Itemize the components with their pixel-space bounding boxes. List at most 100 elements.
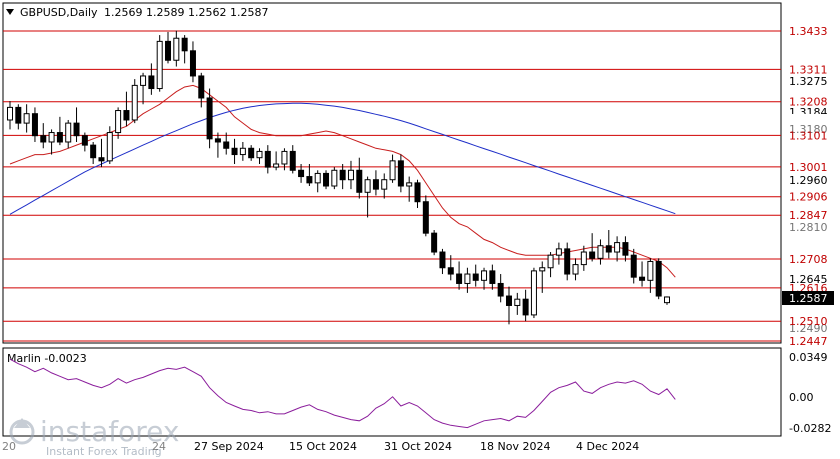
candle-body (31, 113, 38, 137)
date-label-partial-left: 20 (2, 440, 16, 453)
candle (7, 101, 13, 130)
candle-body (223, 141, 230, 149)
candle (123, 91, 130, 127)
candle (65, 119, 72, 149)
candle-body (98, 157, 105, 162)
candle-body (605, 245, 612, 253)
candlesticks (7, 30, 670, 325)
candle-body (489, 270, 496, 284)
level-label: 1.3101 (789, 129, 828, 142)
candle-body (165, 40, 172, 61)
level-label: 1.2708 (789, 253, 828, 266)
candle (622, 236, 629, 262)
marlin-line (9, 358, 676, 429)
candle (331, 167, 338, 190)
chart-ohlc: 1.2569 1.2589 1.2562 1.2587 (104, 6, 268, 19)
candle (497, 274, 504, 303)
candle-body (90, 144, 97, 159)
candle-body (597, 245, 604, 259)
candle (589, 233, 596, 262)
candle-body (15, 106, 22, 124)
candle-body (614, 242, 621, 253)
candle-body (48, 132, 55, 143)
watermark-brand: instaforex (40, 415, 179, 448)
candle (298, 163, 305, 183)
candle-body (347, 169, 354, 181)
candle-body (406, 182, 413, 187)
candle-body (148, 75, 155, 90)
candle (597, 239, 604, 265)
candle (464, 267, 471, 293)
candle (630, 248, 637, 284)
candle-body (73, 122, 80, 137)
indicator-tick-label: 0.00 (789, 391, 814, 404)
candle (90, 141, 97, 164)
candle-body (447, 267, 454, 275)
level-label: 1.3208 (789, 96, 828, 109)
candle-body (539, 267, 546, 272)
candle-body (198, 75, 205, 99)
candle (505, 286, 512, 325)
candle (173, 30, 180, 67)
candle-body (439, 251, 446, 269)
candle (15, 104, 22, 130)
candle-body (530, 270, 537, 316)
candle-body (389, 160, 396, 181)
candle-body (372, 179, 379, 190)
candle (655, 258, 662, 300)
candle-body (564, 248, 571, 275)
candle (223, 132, 230, 155)
candle (456, 261, 463, 290)
candle-body (464, 273, 471, 284)
level-label: 1.3433 (789, 25, 828, 38)
candle-body (639, 276, 646, 281)
candle (106, 126, 113, 164)
candle (198, 72, 205, 108)
candle-body (231, 147, 238, 156)
candle-body (65, 122, 72, 143)
date-axis: 27 Sep 2024 15 Oct 2024 31 Oct 2024 18 N… (194, 440, 639, 453)
candle-body (56, 132, 63, 143)
candle (555, 242, 562, 265)
candle-body (431, 232, 438, 253)
candle-body (364, 179, 371, 193)
candle (647, 258, 654, 293)
price-tick-label: 1.2960 (789, 174, 828, 187)
candle-body (356, 169, 363, 193)
candle-body (422, 201, 429, 234)
candle (23, 104, 30, 133)
triangle-down-icon[interactable] (6, 9, 14, 15)
candle (530, 267, 537, 319)
candle-body (572, 264, 579, 275)
candle (148, 63, 155, 95)
candle (306, 163, 313, 186)
candle-body (256, 150, 263, 159)
candle (73, 107, 80, 142)
candle-body (630, 254, 637, 278)
candle (664, 296, 670, 305)
candle (256, 148, 263, 164)
candle-body (181, 37, 188, 52)
date-label: 15 Oct 2024 (289, 440, 357, 453)
price-tick-label-partial: 1.3180 (789, 123, 828, 136)
candle-body (514, 298, 521, 306)
horizontal-levels (3, 30, 781, 342)
candle-body (647, 260, 654, 281)
candle (447, 255, 454, 281)
candle (356, 157, 363, 199)
price-axis: 1.3275 1.2960 1.2645 1.3184 1.3180 1.281… (789, 75, 828, 335)
watermark-tagline: Instant Forex Trading (46, 445, 162, 458)
candle (547, 252, 554, 278)
candle (281, 148, 288, 171)
candle (639, 261, 646, 287)
candle (165, 31, 172, 64)
candle (605, 230, 612, 259)
candle-body (589, 251, 596, 259)
candle-body (206, 97, 213, 140)
current-price-label: 1.2587 (789, 292, 828, 305)
candle-body (214, 138, 221, 143)
price-tick-label-partial: 1.2490 (789, 322, 828, 335)
candle (347, 160, 354, 190)
level-label: 1.3001 (789, 161, 828, 174)
candle (206, 88, 213, 149)
